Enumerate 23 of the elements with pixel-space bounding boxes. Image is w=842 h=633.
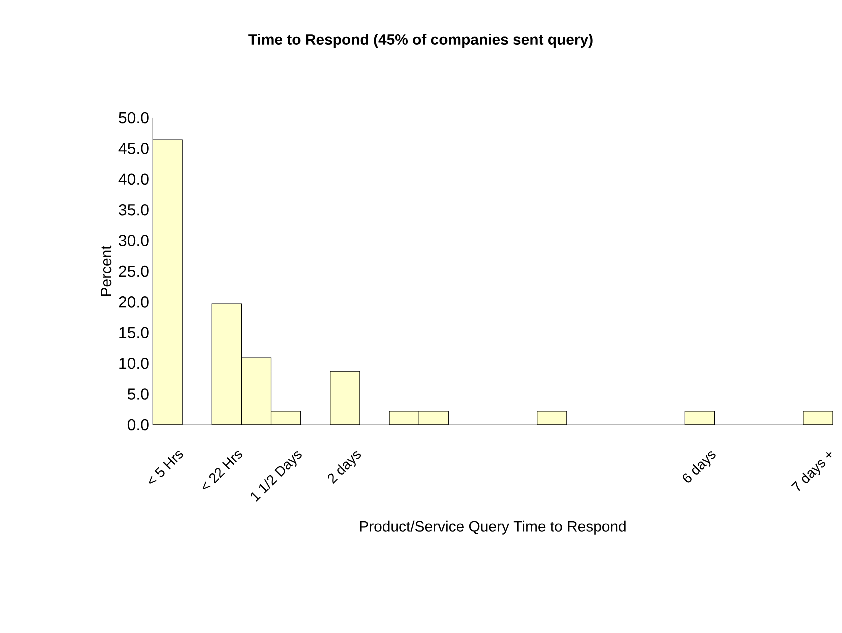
y-tick-label: 10.0 (120, 358, 149, 370)
y-tick-label: 30.0 (119, 235, 149, 246)
bar (685, 411, 715, 425)
x-tick-label: < 22 Hrs (202, 451, 243, 490)
bar (537, 411, 567, 425)
y-tick-label: 40.0 (118, 174, 149, 186)
x-tick-label: 7 days + (791, 452, 832, 492)
y-tick-label: 15.0 (120, 327, 149, 339)
y-tick-label: 5.0 (128, 388, 149, 400)
x-axis-title: Product/Service Query Time to Respond (360, 520, 626, 535)
x-tick-label: 2 days (328, 452, 362, 484)
y-axis-title: Percent (101, 246, 112, 296)
y-tick-label: 50.0 (119, 112, 149, 124)
y-tick-label: 45.0 (118, 143, 149, 154)
bar (330, 371, 360, 425)
x-tick-label: < 5 Hrs (149, 451, 184, 484)
y-tick-label: 35.0 (119, 204, 149, 216)
x-tick-label: 6 days (683, 452, 716, 483)
chart-title: Time to Respond (45% of companies sent query) (248, 34, 593, 48)
y-tick-label: 0.0 (128, 419, 149, 431)
y-tick-label: 20.0 (119, 296, 149, 308)
bar (153, 140, 183, 425)
y-tick-label: 25.0 (119, 266, 149, 278)
